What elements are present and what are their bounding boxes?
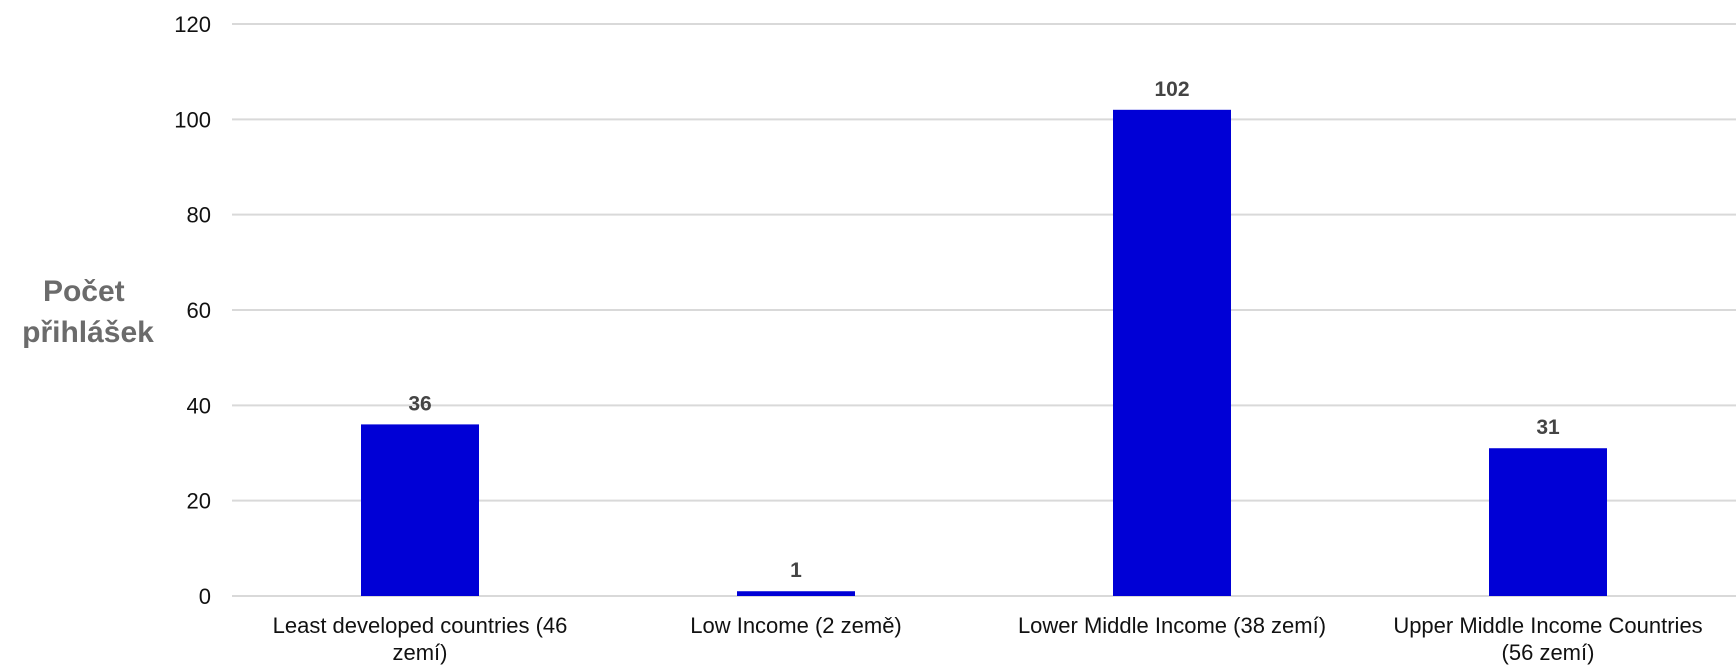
category-label-line: Low Income (2 země) bbox=[690, 613, 902, 638]
y-axis-tick-labels: 0 20 40 60 80 100 120 bbox=[174, 12, 211, 609]
y-axis-label: Počet přihlášek bbox=[22, 275, 154, 349]
category-label-line: Upper Middle Income Countries bbox=[1393, 613, 1702, 638]
category-label: Low Income (2 země) bbox=[690, 613, 902, 638]
y-tick-label: 40 bbox=[187, 393, 211, 418]
data-label: 36 bbox=[408, 392, 431, 415]
y-tick-label: 20 bbox=[187, 489, 211, 514]
y-tick-label: 120 bbox=[174, 12, 211, 37]
category-label-line: (56 zemí) bbox=[1502, 640, 1595, 665]
category-label: Upper Middle Income Countries (56 zemí) bbox=[1393, 613, 1702, 665]
bar bbox=[1113, 109, 1231, 597]
bars bbox=[361, 109, 1607, 597]
bar bbox=[361, 424, 479, 596]
data-label: 102 bbox=[1154, 78, 1189, 101]
bar bbox=[1489, 448, 1607, 596]
y-axis-label-line: Počet bbox=[43, 275, 125, 308]
category-label: Least developed countries (46 zemí) bbox=[273, 613, 568, 665]
data-label: 31 bbox=[1536, 416, 1560, 439]
data-labels: 36 1 102 31 bbox=[408, 78, 1560, 582]
bar bbox=[737, 591, 855, 596]
y-tick-label: 100 bbox=[174, 107, 211, 132]
gridlines bbox=[232, 23, 1736, 597]
y-axis-label-line: přihlášek bbox=[22, 316, 154, 349]
category-label-line: Lower Middle Income (38 zemí) bbox=[1018, 613, 1326, 638]
x-axis-category-labels: Least developed countries (46 zemí) Low In… bbox=[273, 613, 1703, 665]
category-label-line: zemí) bbox=[393, 640, 448, 665]
category-label-line: Least developed countries (46 bbox=[273, 613, 568, 638]
y-tick-label: 80 bbox=[187, 203, 211, 228]
y-tick-label: 0 bbox=[199, 584, 211, 609]
y-tick-label: 60 bbox=[187, 298, 211, 323]
category-label: Lower Middle Income (38 zemí) bbox=[1018, 613, 1326, 638]
data-label: 1 bbox=[790, 559, 802, 582]
